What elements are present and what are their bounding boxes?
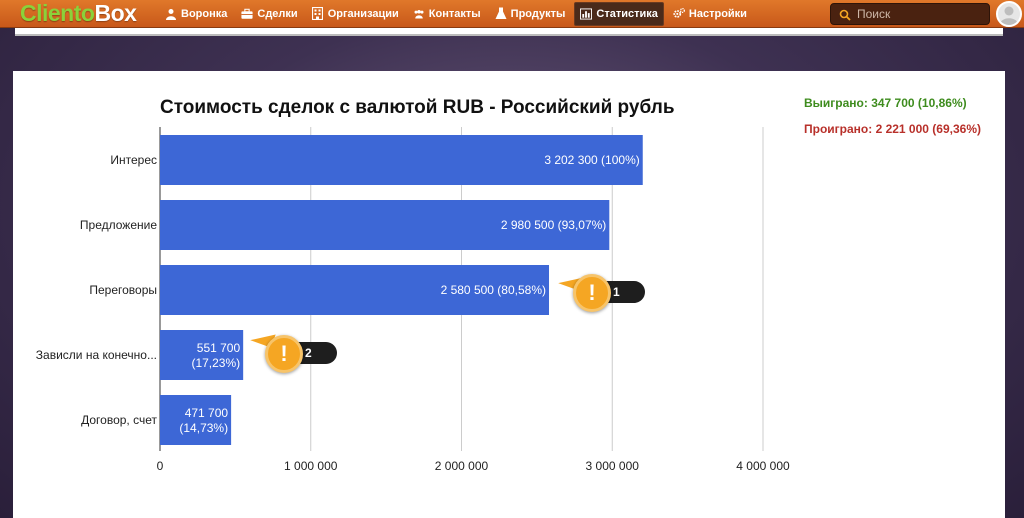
chart-title: Стоимость сделок с валютой RUB - Российс… bbox=[160, 97, 675, 118]
category-label: Договор, счет bbox=[81, 413, 157, 427]
won-summary: Выиграно: 347 700 (10,86%) bbox=[804, 96, 967, 110]
nav-item-organizations[interactable]: Организации bbox=[307, 2, 404, 26]
bar bbox=[160, 395, 232, 445]
callout-2[interactable]: 2 ! bbox=[250, 327, 355, 373]
data-label: 471 700 (14,73%) bbox=[179, 406, 228, 435]
data-label: 3 202 300 (100%) bbox=[544, 153, 639, 167]
x-tick-label: 3 000 000 bbox=[586, 459, 640, 473]
bar-chart-icon bbox=[580, 7, 593, 20]
exclamation-icon: ! bbox=[265, 335, 303, 373]
avatar[interactable] bbox=[996, 1, 1022, 27]
category-label: Переговоры bbox=[89, 283, 157, 297]
x-tick-label: 4 000 000 bbox=[736, 459, 790, 473]
gears-icon bbox=[673, 7, 685, 20]
category-label: Предложение bbox=[80, 218, 157, 232]
x-tick-label: 2 000 000 bbox=[435, 459, 489, 473]
people-icon bbox=[165, 8, 177, 20]
nav-item-statistics[interactable]: Статистика bbox=[574, 1, 664, 26]
bar bbox=[160, 330, 244, 380]
nav-item-deals[interactable]: Сделки bbox=[236, 2, 302, 26]
exclamation-icon: ! bbox=[573, 274, 611, 312]
x-tick-label: 0 bbox=[157, 459, 164, 473]
data-label: 551 700 (17,23%) bbox=[191, 341, 240, 370]
search-icon bbox=[839, 8, 851, 21]
bar bbox=[160, 135, 643, 185]
app-logo[interactable]: ClientoBox bbox=[20, 0, 137, 26]
lost-summary: Проиграно: 2 221 000 (69,36%) bbox=[804, 122, 981, 136]
category-label: Зависли на конечно... bbox=[36, 348, 157, 362]
search-box bbox=[830, 3, 990, 25]
flask-icon bbox=[495, 7, 507, 20]
data-label: 2 980 500 (93,07%) bbox=[501, 218, 606, 232]
data-label: 2 580 500 (80,58%) bbox=[441, 283, 546, 297]
nav-item-contacts[interactable]: Контакты bbox=[408, 2, 486, 26]
top-bar: ClientoBox Воронка Сделки Организации Ко… bbox=[0, 0, 1024, 28]
x-tick-label: 1 000 000 bbox=[284, 459, 338, 473]
contacts-icon bbox=[413, 8, 425, 20]
bar bbox=[160, 200, 610, 250]
nav-item-funnel[interactable]: Воронка bbox=[160, 2, 232, 26]
nav-item-products[interactable]: Продукты bbox=[490, 2, 571, 26]
category-label: Интерес bbox=[110, 153, 157, 167]
briefcase-icon bbox=[241, 8, 253, 20]
statistics-panel: Стоимость сделок с валютой RUB - Российс… bbox=[13, 71, 1005, 518]
nav-item-settings[interactable]: Настройки bbox=[668, 2, 752, 26]
search-input[interactable] bbox=[857, 7, 987, 21]
building-icon bbox=[312, 7, 324, 20]
bar bbox=[160, 265, 550, 315]
callout-1[interactable]: 1 ! bbox=[558, 270, 663, 316]
deal-value-bar-chart: 0 1 000 000 2 000 000 3 000 000 4 000 000 Инт… bbox=[36, 127, 790, 473]
header-panel-strip bbox=[15, 28, 1003, 36]
main-nav: Воронка Сделки Организации Контакты Прод… bbox=[160, 0, 756, 28]
